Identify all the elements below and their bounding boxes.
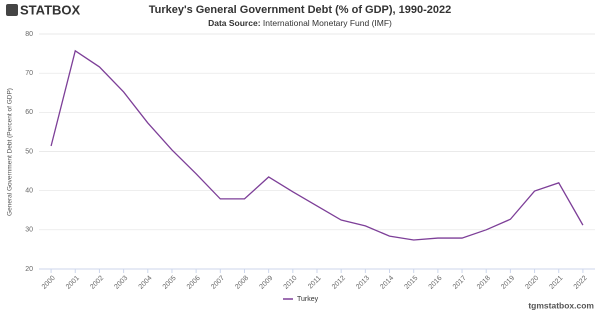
- y-tick-label: 70: [25, 70, 33, 77]
- source-text: International Monetary Fund (IMF): [263, 18, 392, 28]
- legend-item: Turkey: [283, 296, 319, 303]
- y-tick-label: 40: [25, 188, 33, 195]
- logo-icon: [6, 4, 18, 16]
- y-tick-label: 80: [25, 31, 33, 38]
- y-tick-label: 20: [25, 266, 33, 273]
- data-line: [50, 49, 584, 241]
- y-axis-label: General Government Debt (Percent of GDP): [7, 88, 14, 216]
- y-tick-label: 50: [25, 148, 33, 155]
- watermark: tgmstatbox.com: [528, 300, 594, 310]
- chart-subtitle: Data Source: International Monetary Fund…: [208, 18, 392, 28]
- logo: STATBOX: [6, 2, 81, 17]
- legend-label: Turkey: [297, 296, 319, 303]
- y-tick-label: 60: [25, 109, 33, 116]
- logo-text: STATBOX: [20, 2, 81, 17]
- y-tick-label: 30: [25, 227, 33, 234]
- source-label: Data Source:: [208, 18, 261, 28]
- chart-title: Turkey's General Government Debt (% of G…: [149, 4, 452, 16]
